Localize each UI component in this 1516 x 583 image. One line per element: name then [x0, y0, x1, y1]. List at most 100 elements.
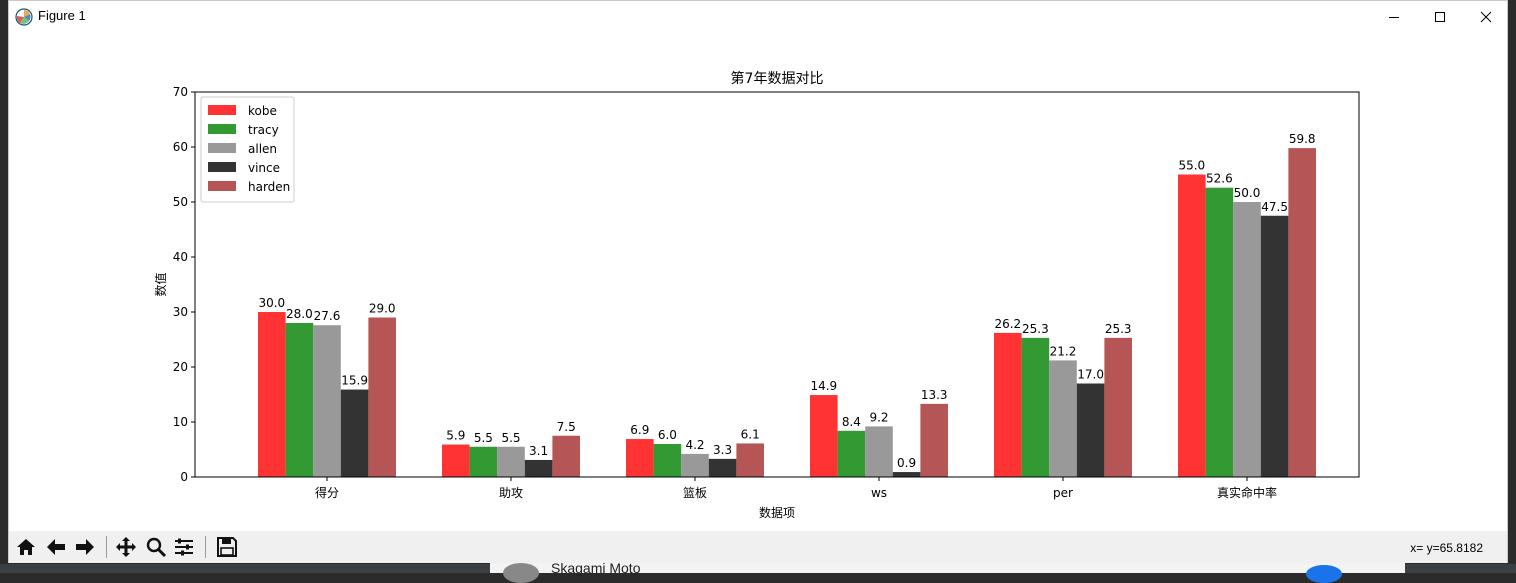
bar-kobe: [258, 312, 286, 477]
home-icon: [17, 539, 35, 555]
bar-allen: [1049, 360, 1077, 477]
toolbar-separator: [106, 536, 107, 558]
x-tick-label: 助攻: [499, 486, 523, 500]
bar-value-label: 6.9: [630, 423, 649, 437]
bar-allen: [313, 325, 341, 477]
bar-vince: [1260, 215, 1289, 477]
save-button[interactable]: [214, 534, 240, 560]
y-tick-label: 30: [173, 305, 188, 319]
bar-value-label: 6.1: [741, 427, 760, 441]
bar-allen: [1233, 202, 1261, 477]
bar-value-label: 6.0: [658, 428, 677, 442]
legend-swatch-vince: [208, 162, 236, 172]
bar-tracy: [285, 323, 314, 477]
bar-value-label: 50.0: [1234, 186, 1261, 200]
bar-value-label: 4.2: [685, 438, 704, 452]
figure-canvas[interactable]: 30.0 28.0 27.6 15.9 29.0 5.9 5.5 5.5 3.1 7.5 6.9 6.…: [9, 32, 1507, 531]
bar-value-label: 28.0: [286, 307, 313, 321]
bar-value-label: 14.9: [810, 379, 837, 393]
bar-vince: [892, 472, 921, 477]
legend-label-kobe: kobe: [248, 104, 277, 118]
window-title: Figure 1: [38, 8, 86, 23]
x-axis-label: 数据项: [759, 505, 795, 520]
close-button[interactable]: [1463, 1, 1509, 32]
bar-tracy: [469, 446, 498, 477]
save-icon: [217, 537, 237, 557]
bar-value-label: 27.6: [314, 309, 341, 323]
bar-value-label: 5.5: [501, 431, 520, 445]
bar-value-label: 17.0: [1077, 368, 1104, 382]
bar-value-label: 30.0: [258, 296, 285, 310]
bar-tracy: [653, 444, 682, 477]
bar-kobe: [1178, 174, 1206, 477]
bar-value-label: 5.5: [474, 431, 493, 445]
y-tick-label: 20: [173, 360, 188, 374]
bar-value-label: 25.3: [1022, 322, 1049, 336]
bar-vince: [708, 458, 737, 477]
y-tick-label: 0: [180, 470, 188, 484]
zoom-button[interactable]: [143, 534, 169, 560]
y-tick-label: 60: [173, 140, 188, 154]
legend-swatch-kobe: [208, 105, 236, 115]
x-tick-label: ws: [871, 486, 887, 500]
bar-value-label: 0.9: [897, 456, 916, 470]
configure-subplots-button[interactable]: [171, 534, 197, 560]
bar-harden: [736, 443, 764, 477]
back-button[interactable]: [43, 534, 69, 560]
bar-value-labels: 30.028.0 27.6 15.9 29.0 5.9 5.5 5.5 3.1 7.5 6.9 6.…: [258, 132, 1315, 470]
zoom-icon: [146, 537, 167, 558]
bar-tracy: [1205, 187, 1234, 477]
toolbar-separator: [205, 536, 206, 558]
y-tick-label: 10: [173, 415, 188, 429]
bar-tracy: [1021, 337, 1050, 477]
bar-harden: [368, 317, 396, 477]
bar-value-label: 7.5: [557, 420, 576, 434]
x-tick-label: 篮板: [683, 485, 707, 500]
bar-allen: [497, 446, 525, 477]
bar-allen: [865, 426, 893, 477]
x-tick-label: 真实命中率: [1217, 485, 1277, 500]
bar-kobe: [810, 395, 838, 477]
legend-label-vince: vince: [248, 161, 280, 175]
legend-label-allen: allen: [248, 142, 277, 156]
bar-vince: [524, 459, 553, 477]
bar-value-label: 47.5: [1261, 200, 1288, 214]
bar-kobe: [442, 444, 470, 477]
legend: kobe tracy allen vince harden: [200, 96, 295, 203]
y-tick-label: 40: [173, 250, 188, 264]
close-icon: [1480, 11, 1492, 22]
bar-tracy: [837, 430, 866, 477]
y-tick-label: 70: [173, 85, 188, 99]
axes-frame: [194, 91, 1360, 478]
legend-label-harden: harden: [248, 180, 290, 194]
home-button[interactable]: [13, 534, 39, 560]
navigation-toolbar: x= y=65.8182: [9, 531, 1507, 563]
background-editor-left: [0, 0, 8, 573]
x-tick-label: per: [1053, 486, 1073, 500]
back-arrow-icon: [47, 539, 65, 555]
y-axis-ticks: 0 10 20 30 40 50 60 70: [173, 85, 195, 484]
maximize-button[interactable]: [1417, 1, 1463, 32]
minimize-icon: [1389, 16, 1399, 18]
figure-window: Figure 1 30.0 28.0 27.6 15.9 29.0 5.9 5.5 5.5 3.…: [8, 0, 1508, 563]
forward-arrow-icon: [76, 539, 94, 555]
chart-title: 第7年数据对比: [731, 70, 824, 87]
bar-harden: [1288, 148, 1316, 477]
legend-swatch-tracy: [208, 124, 236, 134]
pan-button[interactable]: [113, 534, 139, 560]
bar-value-label: 15.9: [341, 374, 368, 388]
legend-box: [200, 96, 295, 203]
bar-value-label: 55.0: [1178, 159, 1205, 173]
x-axis-ticks: 得分 助攻 篮板 ws per 真实命中率: [315, 477, 1277, 500]
bar-value-label: 21.2: [1050, 344, 1077, 358]
cursor-coordinates: x= y=65.8182: [1410, 541, 1483, 555]
bar-harden: [552, 435, 580, 477]
forward-button[interactable]: [72, 534, 98, 560]
legend-swatch-harden: [208, 181, 236, 191]
bar-value-label: 9.2: [869, 410, 888, 424]
bar-value-label: 13.3: [921, 388, 948, 402]
background-editor-right: [1508, 0, 1516, 573]
bar-value-label: 26.2: [994, 317, 1021, 331]
minimize-button[interactable]: [1371, 1, 1417, 32]
y-tick-label: 50: [173, 195, 188, 209]
